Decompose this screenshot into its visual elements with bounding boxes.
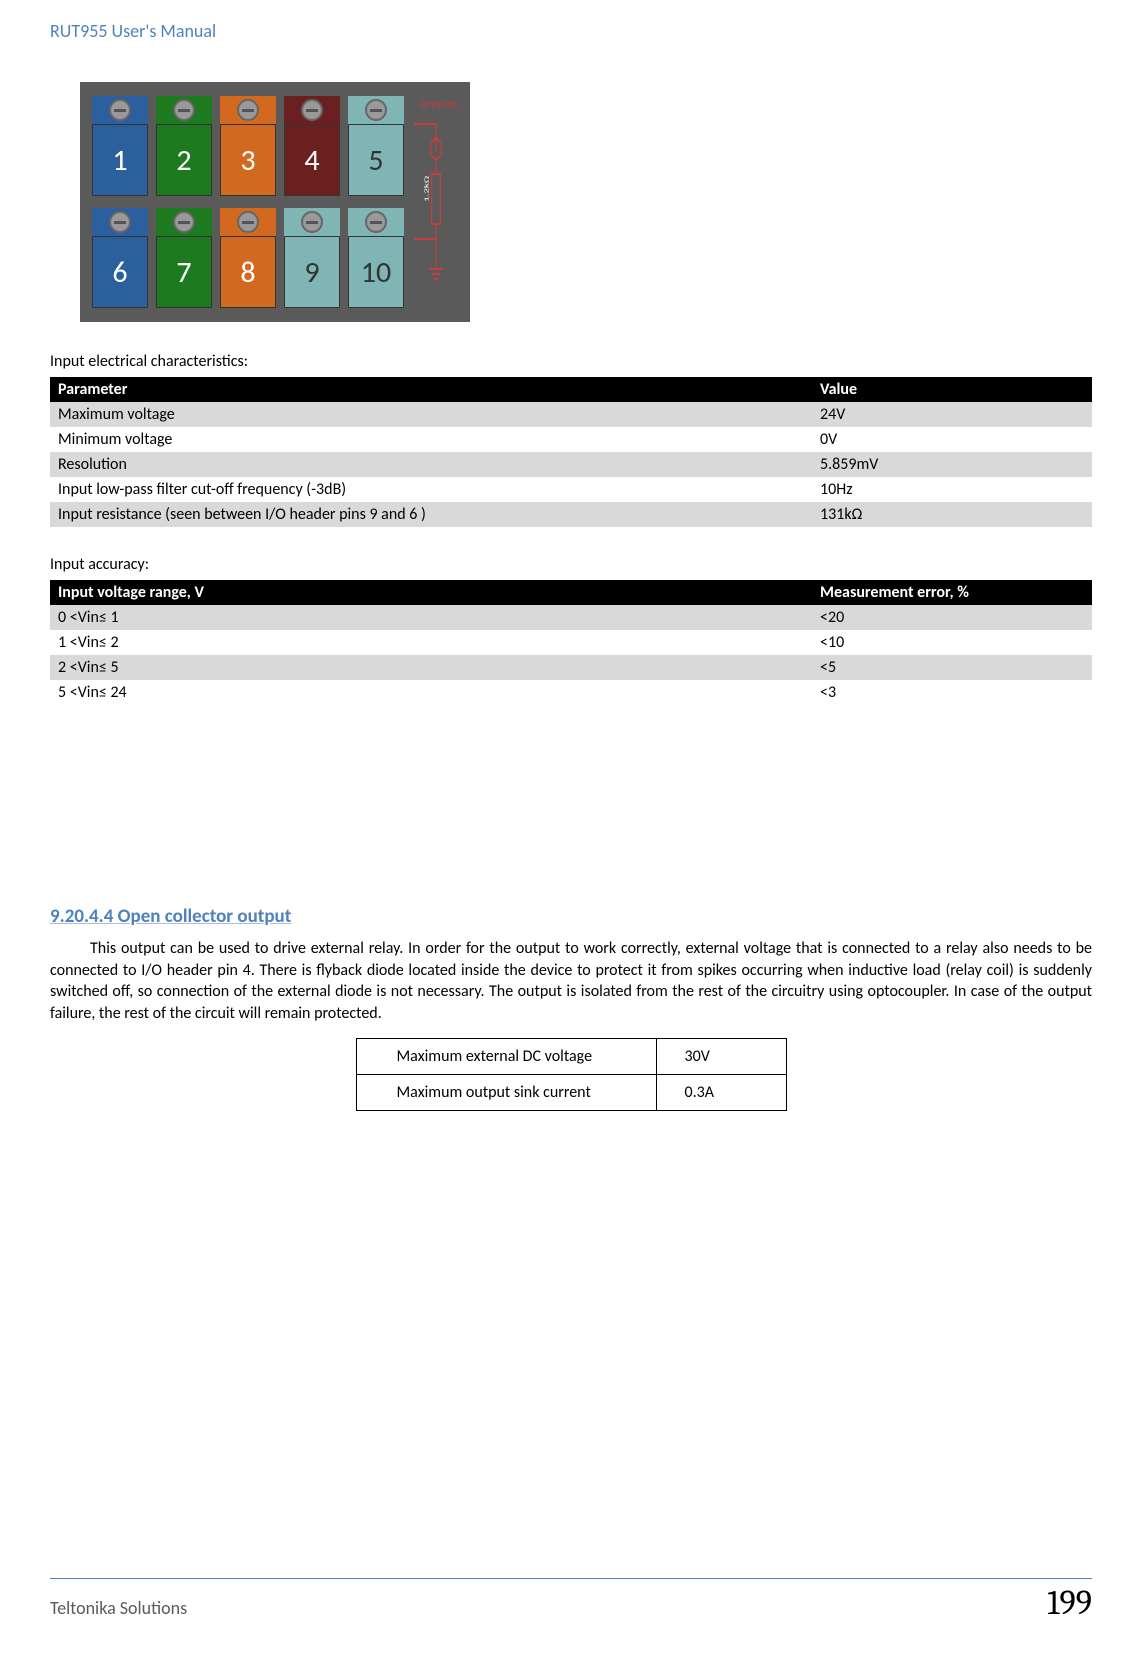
table-cell: 10Hz (812, 477, 1092, 502)
section-number: 9.20.4.4 (50, 905, 113, 928)
terminal-number: 3 (220, 124, 276, 196)
table-cell: Resolution (50, 452, 812, 477)
section-body: This output can be used to drive externa… (50, 938, 1092, 1024)
terminal-10: 10 (348, 208, 404, 308)
terminal-block: 12345 678910 (92, 96, 404, 308)
table-row: 2 <Vin≤ 5<5 (50, 655, 1092, 680)
table-cell: <10 (812, 630, 1092, 655)
table-row: Input low-pass filter cut-off frequency … (50, 477, 1092, 502)
page-number: 199 (1047, 1583, 1092, 1623)
terminal-number: 8 (220, 236, 276, 308)
terminal-8: 8 (220, 208, 276, 308)
table-cell: 5 <Vin≤ 24 (50, 680, 812, 705)
table-row: Maximum external DC voltage30V (356, 1039, 786, 1075)
electrical-characteristics-table: Parameter Value Maximum voltage24VMinimu… (50, 377, 1092, 527)
ground-icon (429, 269, 442, 279)
table-cell: 0.3A (656, 1075, 786, 1111)
table-cell: 0V (812, 427, 1092, 452)
terminal-row-top: 12345 (92, 96, 404, 196)
footer-company: Teltonika Solutions (50, 1597, 187, 1619)
section-heading: 9.20.4.4 Open collector output (50, 905, 1092, 928)
table-cell: 30V (656, 1039, 786, 1075)
table-cell: Input resistance (seen between I/O heade… (50, 502, 812, 527)
terminal-9: 9 (284, 208, 340, 308)
table-cell: 0 <Vin≤ 1 (50, 605, 812, 630)
circuit-svg: Current source 1.2kΩ (414, 94, 458, 310)
table-cell: <5 (812, 655, 1092, 680)
table-cell: Maximum output sink current (356, 1075, 656, 1111)
table-cell: 1 <Vin≤ 2 (50, 630, 812, 655)
terminal-number: 9 (284, 236, 340, 308)
resistor-label: 1.2kΩ (424, 176, 431, 202)
page-header: RUT955 User's Manual (50, 20, 1092, 42)
terminal-number: 1 (92, 124, 148, 196)
section-title: Open collector output (118, 905, 292, 928)
page-footer: Teltonika Solutions 199 (50, 1578, 1092, 1623)
terminal-diagram: 12345 678910 Current source 1.2kΩ (80, 82, 470, 322)
current-source-label: Current source (420, 96, 459, 112)
table-cell: 5.859mV (812, 452, 1092, 477)
table-row: Maximum output sink current0.3A (356, 1075, 786, 1111)
table-header: Parameter (50, 377, 812, 402)
table1-caption: Input electrical characteristics: (50, 352, 1092, 371)
table-header: Measurement error, % (812, 580, 1092, 605)
table-cell: <3 (812, 680, 1092, 705)
wire-top (414, 124, 436, 139)
table-cell: 24V (812, 402, 1092, 427)
table-cell: <20 (812, 605, 1092, 630)
table-row: Maximum voltage24V (50, 402, 1092, 427)
terminal-number: 10 (348, 236, 404, 308)
footer-line (50, 1578, 1092, 1579)
table-cell: Maximum voltage (50, 402, 812, 427)
terminal-number: 7 (156, 236, 212, 308)
terminal-number: 4 (284, 124, 340, 196)
table-cell: Minimum voltage (50, 427, 812, 452)
resistor-icon (432, 174, 441, 224)
current-source-arrow (434, 136, 438, 152)
terminal-row-bottom: 678910 (92, 208, 404, 308)
terminal-2: 2 (156, 96, 212, 196)
terminal-3: 3 (220, 96, 276, 196)
table-header: Value (812, 377, 1092, 402)
table-row: 1 <Vin≤ 2<10 (50, 630, 1092, 655)
table-row: 5 <Vin≤ 24<3 (50, 680, 1092, 705)
terminal-number: 6 (92, 236, 148, 308)
table2-caption: Input accuracy: (50, 555, 1092, 574)
terminal-number: 2 (156, 124, 212, 196)
terminal-7: 7 (156, 208, 212, 308)
table-row: Resolution5.859mV (50, 452, 1092, 477)
terminal-6: 6 (92, 208, 148, 308)
table-row: Input resistance (seen between I/O heade… (50, 502, 1092, 527)
terminal-4: 4 (284, 96, 340, 196)
table-cell: Maximum external DC voltage (356, 1039, 656, 1075)
header-title: RUT955 User's Manual (50, 20, 216, 42)
table-cell: 131kΩ (812, 502, 1092, 527)
terminal-1: 1 (92, 96, 148, 196)
input-accuracy-table: Input voltage range, V Measurement error… (50, 580, 1092, 705)
terminal-number: 5 (348, 124, 404, 196)
table-row: 0 <Vin≤ 1<20 (50, 605, 1092, 630)
table-row: Minimum voltage0V (50, 427, 1092, 452)
table-cell: Input low-pass filter cut-off frequency … (50, 477, 812, 502)
terminal-5: 5 (348, 96, 404, 196)
spec-table: Maximum external DC voltage30VMaximum ou… (356, 1038, 787, 1111)
table-cell: 2 <Vin≤ 5 (50, 655, 812, 680)
table-header: Input voltage range, V (50, 580, 812, 605)
